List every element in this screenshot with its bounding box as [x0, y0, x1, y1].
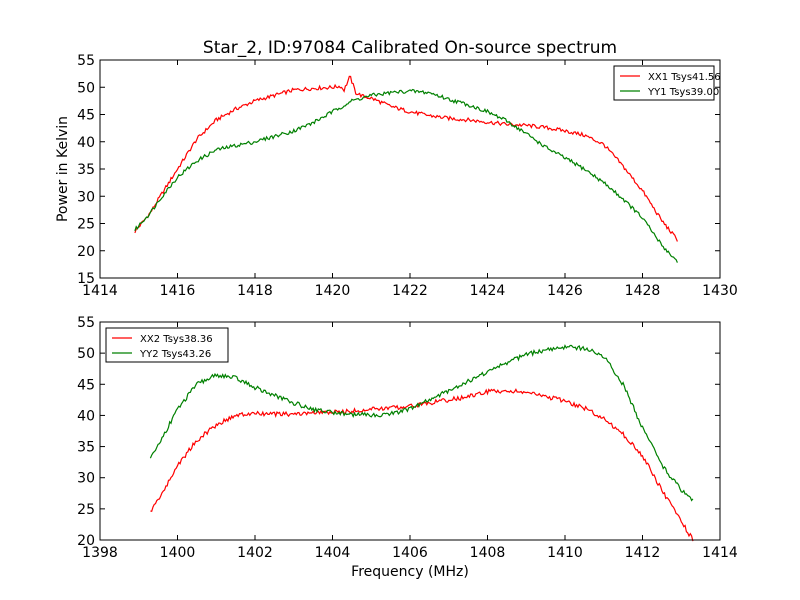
- series-line-xx2: [150, 388, 694, 542]
- legend-label: YY2 Tsys43.26: [139, 349, 211, 360]
- x-tick-label: 1408: [470, 545, 506, 561]
- x-tick-label: 1400: [160, 545, 196, 561]
- y-tick-label: 25: [77, 502, 95, 518]
- y-tick-label: 15: [77, 271, 95, 287]
- y-tick-label: 30: [77, 189, 95, 205]
- x-tick-label: 1406: [392, 545, 428, 561]
- y-tick-label: 50: [77, 80, 95, 96]
- y-tick-label: 35: [77, 162, 95, 178]
- legend-label: XX2 Tsys38.36: [140, 334, 213, 345]
- top-panel: 1414 1416 1418 1420 1422 1424 1426 1428 1430 15 20…: [77, 53, 738, 299]
- y-tick-label: 20: [77, 244, 95, 260]
- y-tick-label: 30: [77, 471, 95, 487]
- y-tick-label: 55: [77, 315, 95, 331]
- legend: XX2 Tsys38.36 YY2 Tsys43.26: [105, 327, 229, 363]
- x-tick-label: 1422: [392, 283, 428, 299]
- legend-label: YY1 Tsys39.00: [647, 87, 719, 98]
- x-tick-label: 1410: [547, 545, 583, 561]
- y-tick-label: 45: [77, 108, 95, 124]
- x-tick-label: 1412: [625, 545, 661, 561]
- y-tick-label: 25: [77, 217, 95, 233]
- series-line-yy2: [149, 344, 694, 502]
- x-tick-label: 1428: [625, 283, 661, 299]
- x-tick-label: 1420: [315, 283, 351, 299]
- y-tick-label: 40: [77, 408, 95, 424]
- legend-box: [613, 65, 715, 101]
- legend-box: [105, 327, 229, 363]
- x-axis-label: Frequency (MHz): [351, 564, 469, 580]
- y-tick-label: 50: [77, 346, 95, 362]
- figure-title: Star_2, ID:97084 Calibrated On-source sp…: [203, 38, 617, 58]
- y-tick-label: 45: [77, 377, 95, 393]
- bottom-panel: 1398 1400 1402 1404 1406 1408 1410 1412 1414 20 25…: [77, 315, 738, 561]
- x-tick-label: 1426: [547, 283, 583, 299]
- legend-label: XX1 Tsys41.56: [648, 72, 721, 83]
- series-line-yy1: [134, 88, 678, 263]
- x-tick-label: 1402: [237, 545, 273, 561]
- x-tick-label: 1416: [160, 283, 196, 299]
- x-tick-label: 1414: [702, 545, 738, 561]
- y-axis-label: Power in Kelvin: [55, 116, 71, 222]
- y-tick-label: 40: [77, 135, 95, 151]
- y-tick-label: 20: [77, 533, 95, 549]
- x-tick-label: 1430: [702, 283, 738, 299]
- x-tick-label: 1414: [82, 283, 118, 299]
- y-tick-label: 55: [77, 53, 95, 69]
- y-tick-label: 35: [77, 440, 95, 456]
- series-line-xx1: [134, 75, 678, 242]
- x-tick-label: 1404: [315, 545, 351, 561]
- x-tick-label: 1418: [237, 283, 273, 299]
- x-tick-label: 1398: [82, 545, 118, 561]
- x-tick-label: 1424: [470, 283, 506, 299]
- legend: XX1 Tsys41.56 YY1 Tsys39.00: [613, 65, 721, 101]
